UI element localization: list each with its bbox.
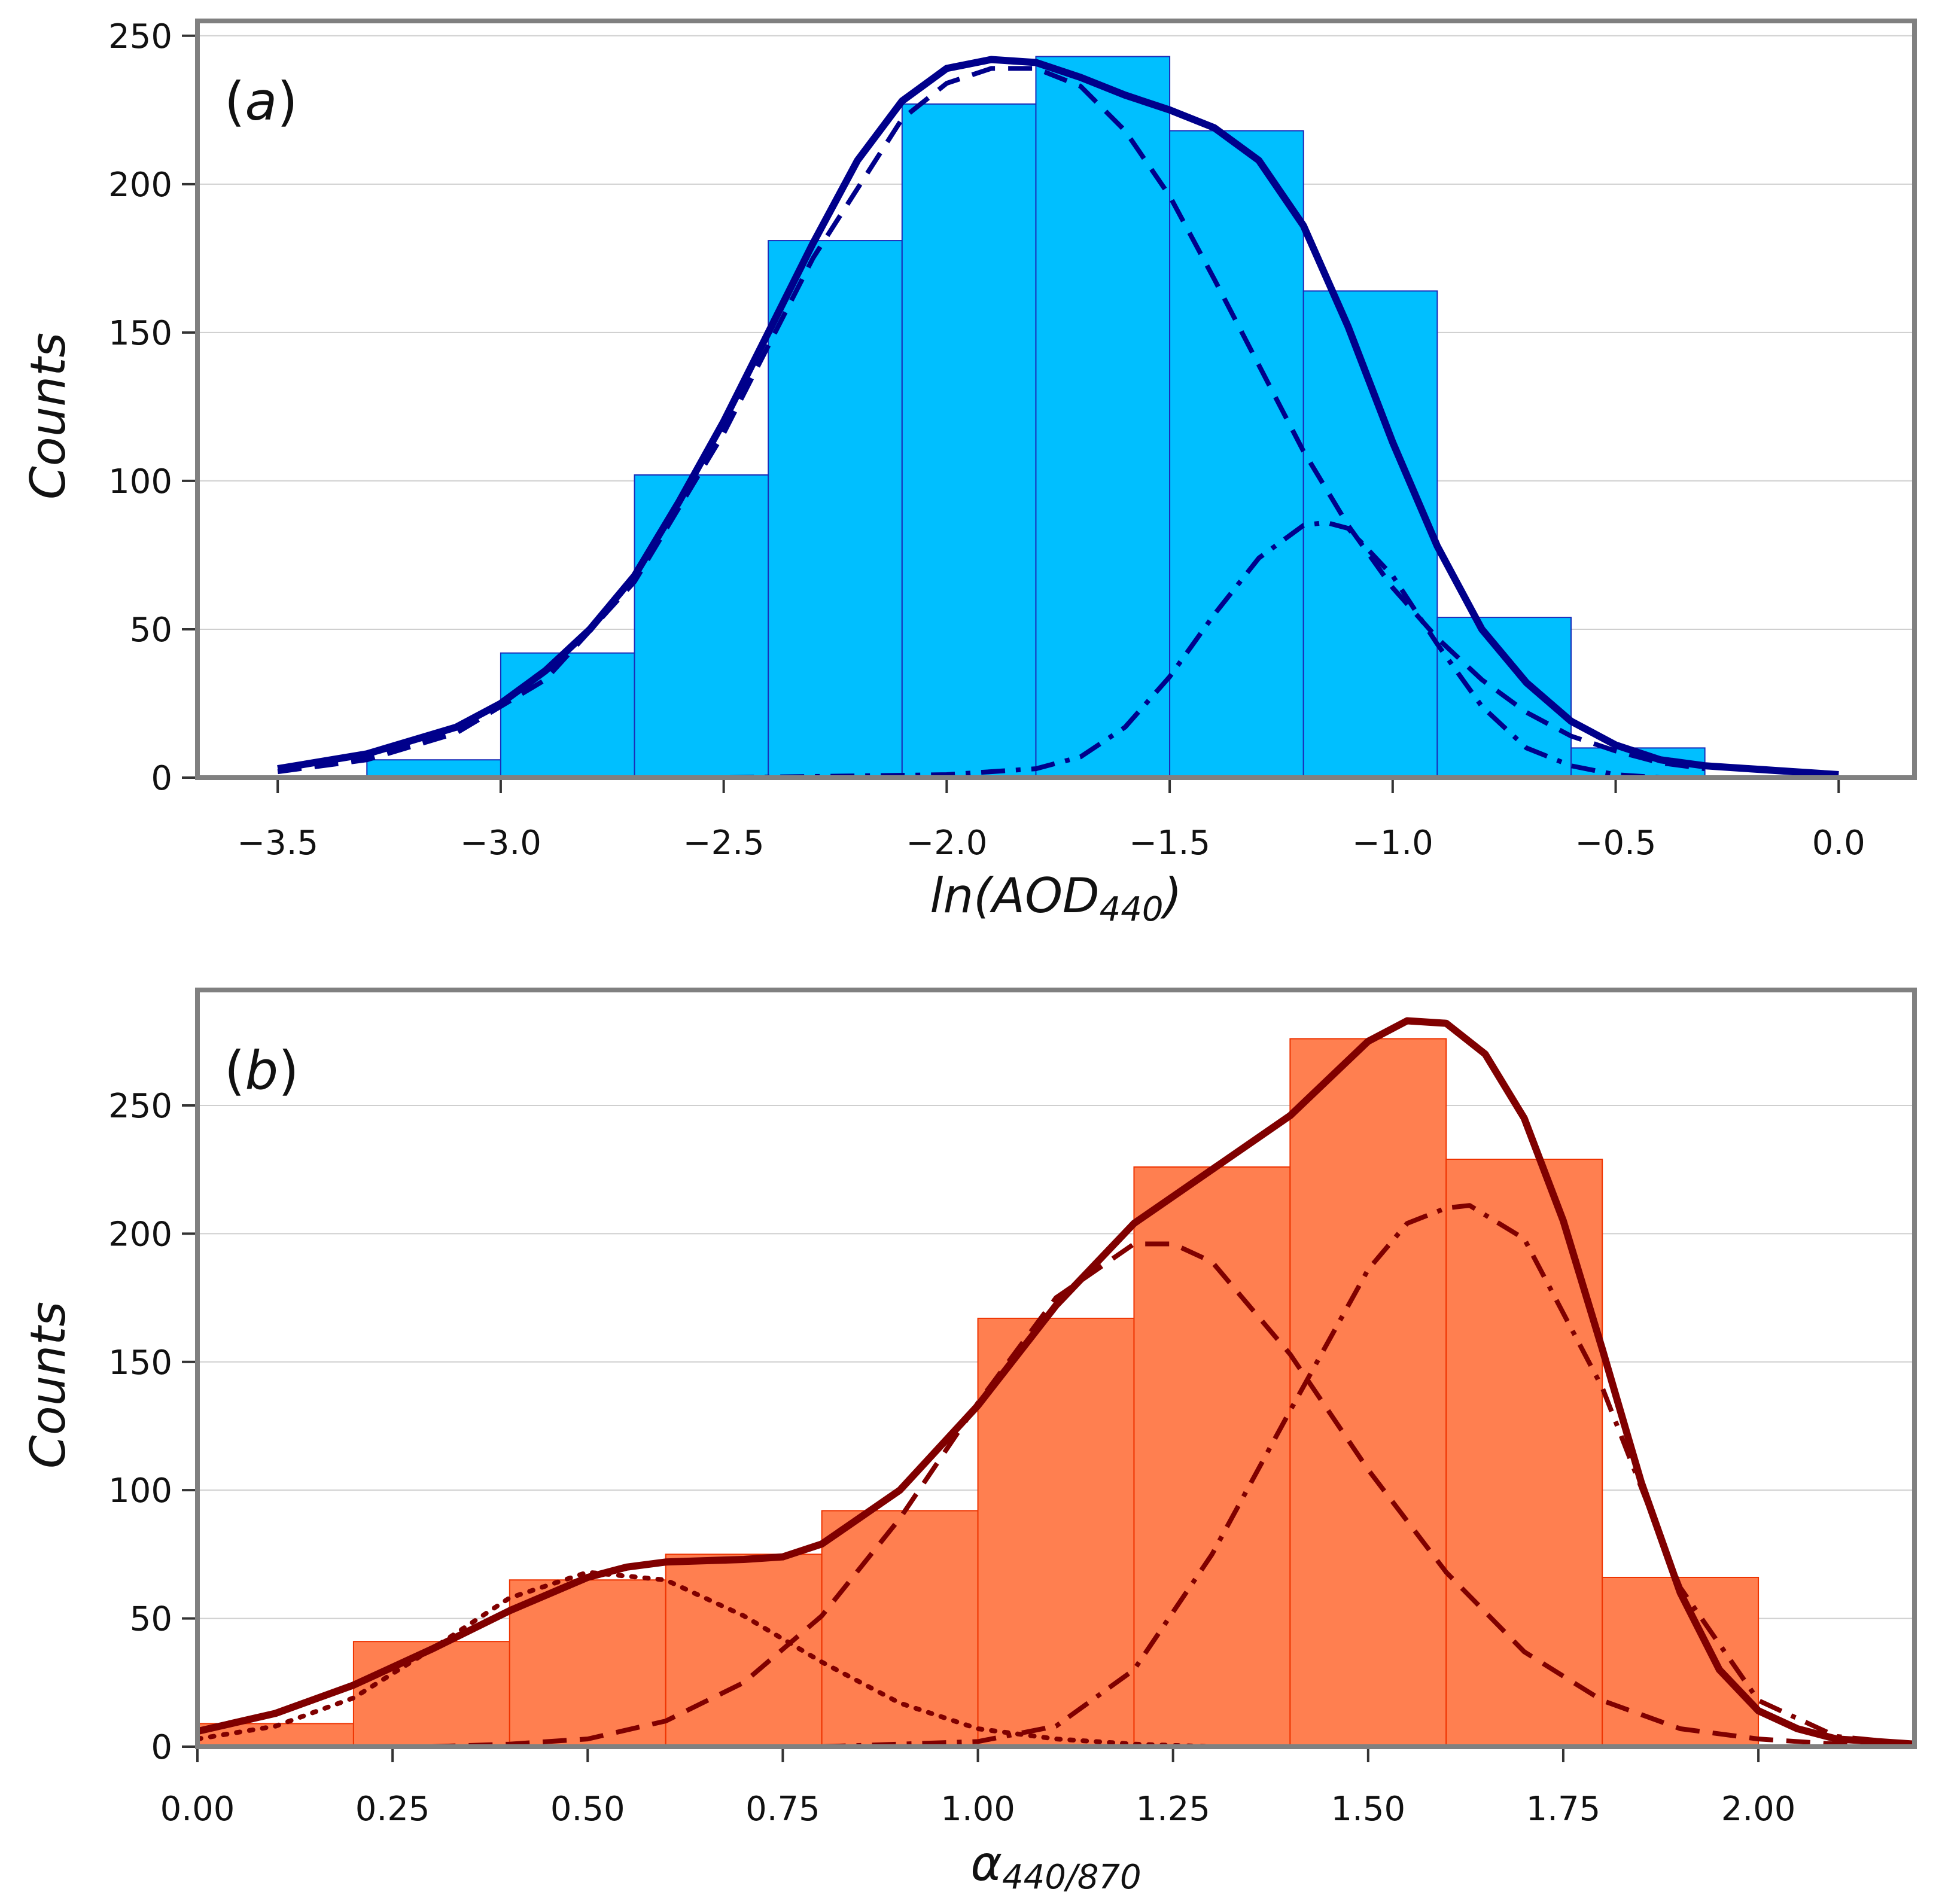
y-tick-label: 200 — [108, 166, 172, 205]
plot-frame — [195, 19, 1917, 780]
y-tick-label: 250 — [108, 17, 172, 56]
histogram-bar — [1302, 290, 1438, 778]
x-axis-label-subscript: 440 — [1100, 890, 1164, 929]
panel-label-open: ( — [224, 1040, 245, 1101]
x-axis-label: ln(AOD440) — [930, 868, 1182, 929]
histogram-bar — [977, 1317, 1135, 1747]
x-tick-label: 1.75 — [1526, 1790, 1601, 1829]
histogram-bar — [821, 1510, 979, 1747]
histogram-bar — [366, 759, 501, 779]
y-tick-label: 250 — [108, 1087, 172, 1126]
panel-label-open: ( — [224, 71, 245, 132]
x-tick-label: 0.50 — [550, 1790, 625, 1829]
fit-curve-solid — [196, 1017, 1915, 1748]
y-tick-label: 50 — [130, 611, 172, 650]
histogram-bars — [366, 56, 1706, 779]
y-tick-label: 0 — [151, 1728, 172, 1767]
fit-curve-dotted — [195, 1570, 1214, 1749]
y-axis-label: Counts — [20, 333, 76, 499]
y-tick-label: 100 — [108, 1472, 172, 1510]
x-tick-label: 1.50 — [1331, 1790, 1405, 1829]
x-axis-label-main: ln(AOD — [930, 868, 1099, 924]
x-tick-label: −0.5 — [1575, 824, 1657, 863]
x-tick-label: −2.5 — [683, 824, 765, 863]
x-axis-label: α440/870 — [970, 1836, 1141, 1897]
histogram-bar — [1169, 130, 1304, 778]
histogram-bar — [634, 474, 769, 778]
panel-label-letter: b — [245, 1040, 278, 1101]
fit-curve-dashed — [431, 1241, 1915, 1749]
histogram-bar — [665, 1553, 823, 1748]
x-tick-label: 0.0 — [1812, 824, 1865, 863]
x-axis-label-main: α — [970, 1836, 1002, 1891]
panel-label-b: (b) — [224, 1040, 299, 1101]
y-tick-label: 50 — [130, 1600, 172, 1639]
histogram-bar — [1602, 1576, 1760, 1748]
x-tick-label: 1.00 — [940, 1790, 1015, 1829]
x-tick-label: 2.00 — [1721, 1790, 1796, 1829]
fit-curve-solid — [277, 56, 1839, 778]
x-tick-label: 0.75 — [745, 1790, 820, 1829]
histogram-bar — [500, 652, 635, 779]
x-axis-label-close: ) — [1161, 868, 1182, 924]
fit-curve-dashed — [277, 66, 1706, 775]
panel-label-a: (a) — [224, 71, 298, 132]
fit-curves — [277, 56, 1839, 780]
x-tick-label: 1.25 — [1136, 1790, 1210, 1829]
histogram-bar — [352, 1641, 510, 1748]
histogram-bars — [197, 1038, 1760, 1748]
panel-label-letter: a — [245, 71, 277, 132]
histogram-panel-b: 0.00 0.25 0.50 0.75 1.00 1.25 1.50 1.75 2.00 0 50 1… — [20, 988, 1917, 1897]
histogram-bar — [768, 240, 903, 779]
panel-label-close: ) — [278, 1040, 299, 1101]
fit-curve-dashdot — [821, 1203, 1915, 1749]
x-tick-label: −3.5 — [237, 824, 318, 863]
panel-label-close: ) — [277, 71, 297, 132]
plot-frame — [195, 988, 1917, 1749]
x-tick-label: −1.0 — [1352, 824, 1433, 863]
y-tick-label: 100 — [108, 462, 172, 501]
y-tick-label: 150 — [108, 1344, 172, 1382]
histogram-bar — [1133, 1166, 1291, 1747]
histogram-bar — [509, 1579, 666, 1748]
x-axis-label-subscript: 440/870 — [1002, 1858, 1142, 1897]
histogram-bar — [1035, 56, 1171, 778]
axis-ticks: −3.5 −3.0 −2.5 −2.0 −1.5 −1.0 −0.5 0.0 0 50 100 150… — [108, 17, 1865, 863]
y-tick-label: 150 — [108, 314, 172, 353]
histogram-panel-a: −3.5 −3.0 −2.5 −2.0 −1.5 −1.0 −0.5 0.0 0 50 100 150… — [20, 17, 1917, 929]
axis-ticks: 0.00 0.25 0.50 0.75 1.00 1.25 1.50 1.75 2.00 0 50 1… — [108, 1087, 1795, 1829]
x-tick-label: −3.0 — [460, 824, 541, 863]
histogram-bar — [1445, 1159, 1603, 1747]
x-tick-label: −2.0 — [906, 824, 987, 863]
y-tick-label: 200 — [108, 1215, 172, 1254]
fit-curve-dashdot — [278, 520, 1705, 780]
y-tick-label: 0 — [151, 759, 172, 798]
x-tick-label: 0.25 — [355, 1790, 430, 1829]
x-tick-label: −1.5 — [1129, 824, 1210, 863]
histogram-bar — [901, 103, 1037, 778]
fit-curves — [195, 1017, 1915, 1749]
x-tick-label: 0.00 — [160, 1790, 235, 1829]
y-axis-label: Counts — [20, 1302, 76, 1469]
